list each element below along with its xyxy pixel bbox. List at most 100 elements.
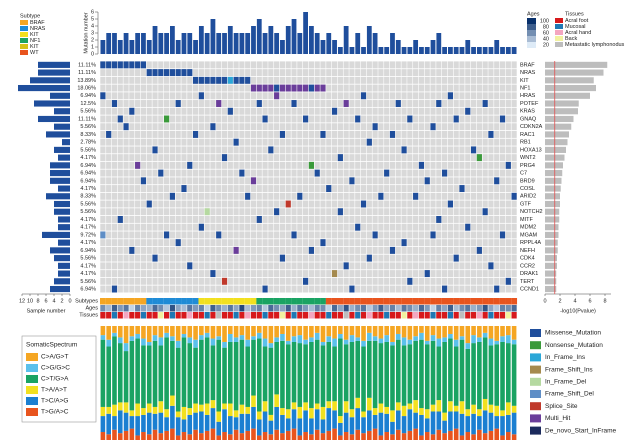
cell-bg — [314, 239, 320, 247]
mutation-cell — [146, 69, 152, 77]
cell-bg — [476, 138, 482, 146]
cell-bg — [355, 69, 361, 77]
bar — [453, 47, 459, 54]
cell-bg — [308, 69, 314, 77]
cell-bg — [175, 84, 181, 92]
cell-bg — [418, 177, 425, 185]
cell-bg — [424, 216, 430, 223]
cell-bg — [175, 115, 181, 123]
cell-bg — [326, 123, 332, 131]
cell-bg — [505, 177, 511, 185]
cell-bg — [245, 285, 251, 293]
cell-bg — [494, 262, 500, 270]
cell-bg — [488, 84, 494, 92]
cell-bg — [355, 100, 361, 107]
cell-bg — [169, 92, 175, 100]
spectrum-segment — [216, 411, 222, 422]
bar — [465, 40, 471, 54]
spectrum-segment — [355, 340, 361, 398]
spectrum-segment — [204, 430, 210, 440]
subtype-cell — [401, 298, 408, 305]
cell-bg — [384, 84, 390, 92]
cell-bg — [146, 130, 152, 138]
cell-bg — [389, 76, 396, 84]
subtype-cell — [146, 298, 153, 305]
spectrum-segment — [488, 345, 494, 405]
cell-bg — [401, 254, 407, 262]
cell-bg — [424, 154, 430, 162]
cell-bg — [256, 123, 262, 131]
cell-bg — [204, 115, 210, 123]
cell-bg — [303, 246, 309, 254]
age-cell — [291, 305, 297, 312]
cell-bg — [135, 177, 141, 185]
cell-bg — [123, 262, 129, 270]
cell-bg — [320, 200, 326, 208]
cell-bg — [482, 285, 488, 293]
cell-bg — [245, 262, 251, 270]
cell-bg — [250, 239, 257, 247]
cell-bg — [111, 130, 118, 138]
cell-bg — [274, 154, 280, 162]
age-cell — [366, 305, 372, 312]
cell-bg — [418, 216, 425, 223]
cell-bg — [372, 216, 378, 223]
cell-bg — [430, 69, 436, 77]
spectrum-segment — [401, 405, 407, 417]
subtype-cell — [105, 298, 112, 305]
cell-bg — [366, 270, 372, 278]
cell-bg — [164, 84, 170, 92]
cell-bg — [129, 123, 135, 131]
cell-bg — [210, 231, 216, 239]
cell-bg — [129, 239, 135, 247]
cell-bg — [303, 223, 309, 231]
mutation-cell — [482, 208, 488, 216]
cell-bg — [262, 223, 268, 231]
x-tick-label: 0 — [68, 298, 71, 304]
cell-bg — [216, 285, 222, 293]
cell-bg — [308, 130, 314, 138]
cell-bg — [129, 100, 135, 107]
spectrum-segment — [233, 326, 239, 338]
bar — [413, 40, 419, 54]
cell-bg — [233, 115, 239, 123]
cell-bg — [482, 270, 488, 278]
cell-bg — [511, 115, 517, 123]
spectrum-segment — [372, 428, 378, 440]
cell-bg — [436, 123, 442, 131]
age-cell — [256, 305, 262, 312]
cell-bg — [198, 154, 204, 162]
cell-bg — [187, 177, 193, 185]
tissue-cell — [192, 312, 199, 319]
mutation-cell — [187, 161, 193, 169]
cell-bg — [499, 177, 506, 185]
tissue-cell — [274, 312, 280, 319]
cell-bg — [360, 262, 367, 270]
cell-bg — [274, 246, 280, 254]
age-cell — [326, 305, 332, 312]
y-tick-label: 3 — [91, 30, 94, 36]
cell-bg — [291, 208, 297, 216]
spectrum-segment — [216, 336, 222, 340]
cell-bg — [123, 100, 129, 107]
cell-bg — [407, 100, 413, 107]
cell-bg — [135, 130, 141, 138]
cell-bg — [308, 100, 314, 107]
mutation-cell — [389, 130, 396, 138]
tissue-cell — [389, 312, 396, 319]
cell-bg — [360, 154, 367, 162]
cell-bg — [413, 177, 419, 185]
cell-bg — [239, 161, 245, 169]
cell-bg — [256, 169, 262, 177]
cell-bg — [216, 270, 222, 278]
bar — [332, 40, 337, 54]
mutation-cell — [175, 100, 181, 107]
age-cell — [499, 305, 506, 312]
cell-bg — [470, 107, 477, 115]
spectrum-segment — [199, 404, 204, 412]
cell-bg — [198, 246, 204, 254]
cell-bg — [285, 185, 291, 193]
age-swatch — [527, 30, 536, 36]
cell-bg — [210, 192, 216, 200]
spectrum-segment — [274, 341, 279, 395]
